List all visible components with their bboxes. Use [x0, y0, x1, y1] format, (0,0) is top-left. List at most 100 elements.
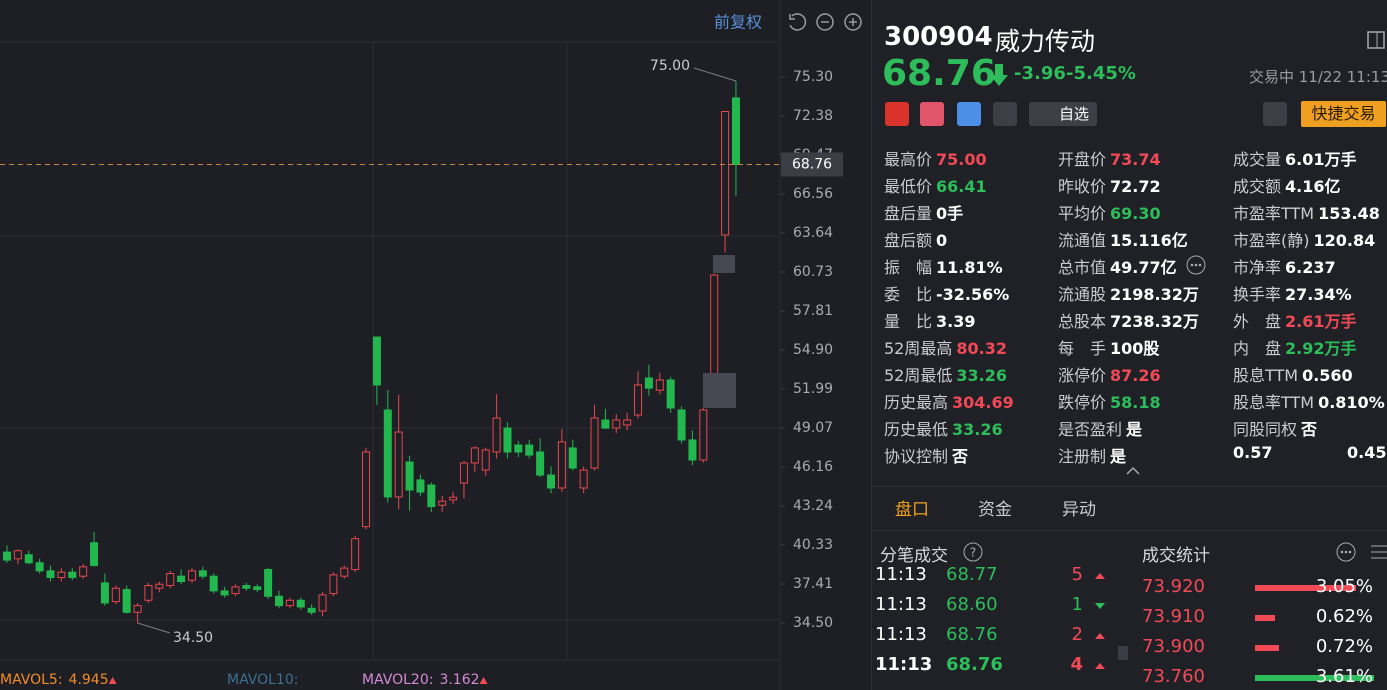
stat: 昨收价 72.72 — [1058, 173, 1161, 197]
summary-price: 73.920 — [1142, 576, 1205, 597]
stat: 内 盘 2.92万手 — [1233, 335, 1357, 359]
summary-share: 3.05% — [1315, 576, 1373, 597]
stat-value: 2.92万手 — [1285, 339, 1357, 358]
stat-label: 涨停价 — [1058, 366, 1107, 385]
stat-label: 每 手 — [1058, 339, 1107, 358]
stat-label: 成交量 — [1233, 150, 1282, 169]
y-tick-label: 60.73 — [793, 264, 833, 280]
tab[interactable]: 资金 — [978, 500, 1012, 520]
gap-marker — [713, 255, 735, 273]
candle-body — [394, 431, 403, 498]
stat: 换手率 27.34% — [1233, 281, 1352, 305]
note-icon[interactable] — [993, 102, 1017, 126]
stat: 最高价 75.00 — [884, 146, 987, 170]
flash-icon[interactable] — [920, 102, 944, 126]
candle-body — [427, 484, 436, 508]
stat: 振 幅 11.81% — [884, 254, 1003, 278]
candle-body — [68, 571, 77, 579]
divider — [871, 0, 872, 690]
stat-label: 股息TTM — [1233, 366, 1299, 385]
candle-body — [264, 568, 273, 597]
candle-body — [133, 605, 142, 613]
candle-body — [285, 599, 294, 607]
candle-body — [35, 562, 44, 572]
candle-body — [198, 570, 207, 577]
stat-value: 80.32 — [956, 339, 1007, 358]
candle-body — [362, 451, 371, 528]
candle-body — [699, 409, 708, 461]
stat: 流通股 2198.32万 — [1058, 281, 1199, 305]
stat: 外 盘 2.61万手 — [1233, 308, 1357, 332]
y-tick-label: 43.24 — [793, 498, 833, 514]
stat-value: 75.00 — [936, 150, 987, 169]
candle-body — [383, 409, 392, 498]
y-tick-label: 66.56 — [793, 186, 833, 202]
indicator: MAVOL20: 3.162 — [362, 672, 480, 688]
more-icon[interactable] — [1185, 254, 1207, 276]
reset-icon[interactable] — [789, 13, 807, 31]
tick-volume: 1 — [1071, 594, 1083, 615]
layout-icon[interactable] — [1366, 30, 1386, 50]
candle-body — [677, 409, 686, 441]
y-tick-label: 37.41 — [793, 576, 833, 592]
stat-value: 0.560 — [1302, 366, 1353, 385]
stat: 是否盈利是 — [1058, 416, 1142, 440]
flag-icon[interactable] — [885, 102, 909, 126]
gap-marker — [703, 373, 736, 408]
stat: 成交额 4.16亿 — [1233, 173, 1341, 197]
alert-icon[interactable] — [1263, 102, 1287, 126]
trade-button[interactable]: 快捷交易 — [1301, 101, 1386, 127]
indicator-name: MAVOL10: — [227, 672, 298, 688]
watch-button[interactable]: 自选 — [1029, 102, 1097, 126]
svg-text:?: ? — [970, 546, 976, 560]
summary-price: 73.760 — [1142, 666, 1205, 687]
stat-label: 同股同权 — [1233, 420, 1298, 439]
stat-value: 304.69 — [952, 393, 1014, 412]
summary-price: 73.900 — [1142, 636, 1205, 657]
stat-label: 盘后额 — [884, 231, 933, 250]
stat-value: 153.48 — [1318, 204, 1380, 223]
candle-body — [688, 439, 697, 461]
zoom-in-icon[interactable] — [844, 13, 862, 31]
stat-value: 是 — [1126, 420, 1143, 439]
adjust-button[interactable]: 前复权 — [714, 13, 762, 32]
y-tick-label: 49.07 — [793, 420, 833, 436]
candle-body — [655, 379, 664, 391]
stat: 市盈率TTM 153.48 — [1233, 200, 1380, 224]
stat-label: 换手率 — [1233, 285, 1282, 304]
stat-value: 66.41 — [936, 177, 987, 196]
quote-panel: ? 300904 威力传动 68.76 -3.96 -5.45% 交易中 11/22 11… — [871, 0, 1387, 690]
candle-body — [590, 417, 599, 469]
stat-label: 平均价 — [1058, 204, 1107, 223]
stat-label: 市净率 — [1233, 258, 1282, 277]
help-icon[interactable]: ? — [962, 541, 984, 563]
stat-value: 6.01万手 — [1285, 150, 1357, 169]
indicator-value: 3.162 — [439, 672, 479, 688]
down-arrow-icon — [990, 64, 1008, 86]
candle-body — [459, 462, 468, 484]
stat-value: 73.74 — [1110, 150, 1161, 169]
ratio-left: 0.57 — [1233, 443, 1273, 462]
tag-icon[interactable] — [957, 102, 981, 126]
indicator-arrow — [108, 677, 117, 684]
candle-body — [122, 589, 131, 613]
y-tick-label: 63.64 — [793, 225, 833, 241]
menu-icons[interactable] — [1335, 541, 1387, 563]
last-price-label: 68.76 — [792, 157, 832, 173]
stat-value: 4.16亿 — [1285, 177, 1341, 196]
summary-bar — [1255, 645, 1279, 651]
stat-label: 流通股 — [1058, 285, 1107, 304]
tab[interactable]: 异动 — [1062, 500, 1096, 520]
tab[interactable]: 盘口 — [895, 500, 929, 520]
summary-bar — [1255, 585, 1356, 591]
stat: 跌停价 58.18 — [1058, 389, 1161, 413]
candle-body — [166, 572, 175, 587]
indicators: MAVOL5: 4.945 MAVOL10: MAVOL20: 3.162 — [0, 672, 488, 688]
stat: 流通值 15.116亿 — [1058, 227, 1188, 251]
candle-body — [79, 566, 88, 577]
collapse-icon[interactable] — [1125, 464, 1141, 476]
zoom-out-icon[interactable] — [816, 13, 834, 31]
candle-body — [536, 451, 545, 476]
toolbar-icons — [789, 13, 862, 31]
